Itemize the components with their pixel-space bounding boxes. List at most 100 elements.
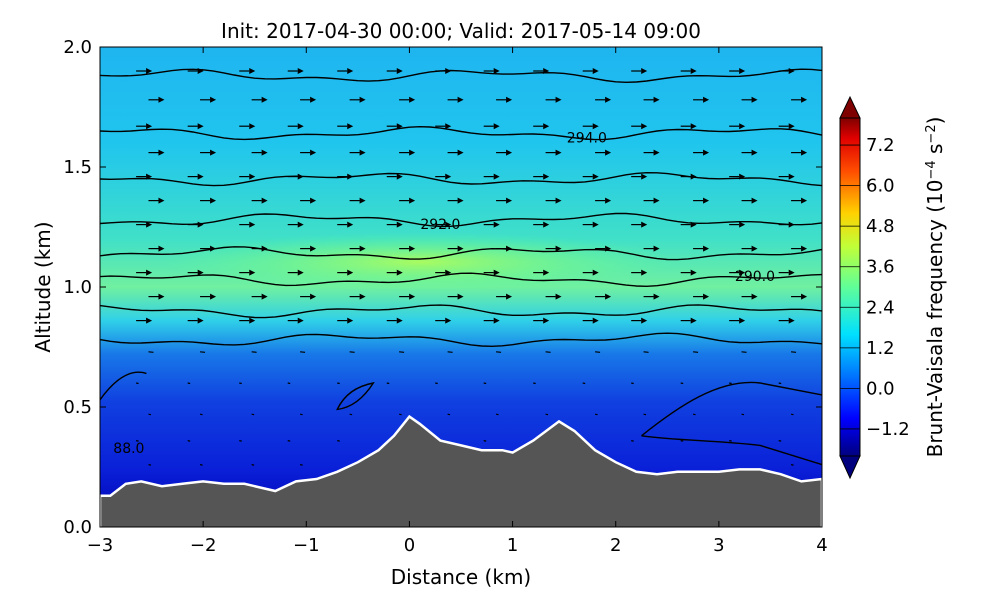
- wind-vector-arrow: [582, 68, 599, 74]
- wind-vector-arrow: [386, 123, 403, 130]
- wind-vector-arrow: [483, 123, 500, 130]
- wind-vector-arrow: [545, 149, 562, 156]
- wind-vector-arrow: [631, 317, 648, 324]
- wind-vector-arrow: [595, 149, 612, 156]
- wind-vector-arrow: [496, 351, 502, 353]
- wind-vector-arrow: [239, 123, 256, 130]
- wind-vector-arrow: [631, 382, 634, 385]
- wind-vector-arrow: [582, 317, 599, 324]
- wind-vector-arrow: [386, 382, 390, 385]
- wind-vector-arrow: [582, 221, 599, 228]
- wind-vector-arrow: [148, 149, 165, 156]
- wind-vector-arrow: [545, 293, 562, 300]
- wind-vector-arrow: [287, 269, 304, 276]
- wind-vector-arrow: [680, 68, 697, 74]
- wind-vector-arrow: [148, 96, 165, 103]
- wind-vector-arrow: [299, 413, 303, 416]
- wind-vector-arrow: [729, 317, 746, 324]
- wind-vector-arrow: [398, 413, 402, 416]
- colorbar-tick-label: 7.2: [866, 135, 895, 156]
- isentrope-contour: [100, 171, 822, 187]
- wind-vector-arrow: [447, 197, 464, 204]
- wind-vector-arrow: [595, 96, 612, 103]
- wind-vector-arrow: [791, 197, 808, 204]
- wind-vector-arrow: [643, 351, 649, 353]
- wind-vector-arrow: [399, 149, 416, 156]
- wind-vector-arrow: [435, 173, 452, 180]
- wind-vector-arrow: [349, 96, 366, 103]
- wind-vector-arrow: [791, 245, 808, 252]
- wind-vector-arrow: [693, 293, 710, 300]
- colorbar-tick-label: 2.4: [866, 297, 895, 318]
- wind-vector-arrow: [483, 173, 500, 180]
- wind-vector-arrow: [631, 68, 648, 74]
- wind-vector-arrow: [680, 382, 684, 385]
- x-tick-label: 0: [404, 535, 415, 556]
- isentrope-contour-low: [641, 381, 822, 437]
- wind-vector-arrow: [337, 68, 354, 74]
- wind-vector-arrow: [643, 245, 660, 252]
- wind-vector-arrow: [595, 245, 612, 252]
- wind-vector-arrow: [729, 221, 746, 228]
- wind-vector-arrow: [790, 413, 794, 416]
- wind-vector-arrow: [729, 68, 746, 74]
- wind-vector-arrow: [741, 351, 747, 353]
- wind-vector-arrow: [287, 173, 304, 180]
- wind-vector-arrow: [148, 464, 152, 466]
- wind-vector-arrow: [545, 197, 562, 204]
- wind-vector-arrow: [337, 269, 354, 276]
- wind-vector-arrow: [778, 317, 795, 324]
- wind-vector-arrow: [791, 149, 808, 156]
- wind-vector-arrow: [187, 68, 204, 74]
- wind-vector-arrow: [199, 351, 206, 353]
- isentrope-contour: [100, 125, 822, 141]
- wind-vector-arrow: [287, 68, 304, 74]
- colorbar: −1.2 0.0 1.2 2.4 3.6 4.8 6.0 7.2 Brunt-Vaisala …: [839, 95, 947, 480]
- wind-vector-arrow: [435, 123, 452, 130]
- wind-vector-arrow: [435, 317, 452, 324]
- wind-vector-arrow: [239, 382, 242, 385]
- wind-vector-arrow: [533, 123, 550, 130]
- wind-vector-arrow: [680, 221, 697, 228]
- wind-vector-arrow: [545, 96, 562, 103]
- wind-vector-arrow: [496, 245, 513, 252]
- wind-vector-arrow: [136, 221, 153, 228]
- wind-vector-arrow: [399, 197, 416, 204]
- wind-vector-arrow: [447, 245, 464, 252]
- wind-vector-arrow: [680, 440, 684, 442]
- wind-vector-arrow: [300, 351, 306, 353]
- wind-vector-arrow: [741, 96, 758, 103]
- wind-vector-arrow: [631, 269, 648, 276]
- isentrope-contour: [100, 272, 822, 288]
- wind-vector-arrow: [386, 68, 403, 74]
- wind-vector-arrow: [337, 382, 340, 385]
- wind-vector-arrow: [136, 123, 153, 130]
- wind-vector-arrow: [136, 68, 153, 74]
- wind-vector-arrow: [386, 221, 403, 228]
- colorbar-label-close: ): [923, 117, 947, 125]
- wind-vector-arrow: [729, 269, 746, 276]
- wind-vector-arrow: [495, 413, 499, 416]
- wind-vector-arrow: [239, 269, 256, 276]
- x-axis-title: Distance (km): [391, 565, 531, 589]
- isentrope-contour: [100, 68, 822, 84]
- wind-vector-arrow: [533, 68, 550, 74]
- wind-vector-arrow: [533, 382, 536, 385]
- isentrope-contour-low: [100, 371, 147, 401]
- wind-vector-arrow: [187, 269, 204, 276]
- wind-vector-arrow: [386, 269, 403, 276]
- wind-vector-arrow: [496, 149, 513, 156]
- wind-vector-arrow: [778, 221, 795, 228]
- wind-vector-arrow: [187, 221, 204, 228]
- wind-vector-arrow: [741, 245, 758, 252]
- wind-vector-arrow: [399, 96, 416, 103]
- wind-vector-arrow: [778, 382, 782, 385]
- wind-vector-arrow: [680, 317, 697, 324]
- wind-vector-arrow: [680, 123, 697, 130]
- wind-vector-arrow: [200, 149, 217, 156]
- wind-vector-arrow: [386, 317, 403, 324]
- wind-vector-arrow: [300, 149, 317, 156]
- wind-vector-arrow: [187, 317, 204, 324]
- wind-vector-arrow: [631, 123, 648, 130]
- wind-vector-arrow: [729, 382, 732, 385]
